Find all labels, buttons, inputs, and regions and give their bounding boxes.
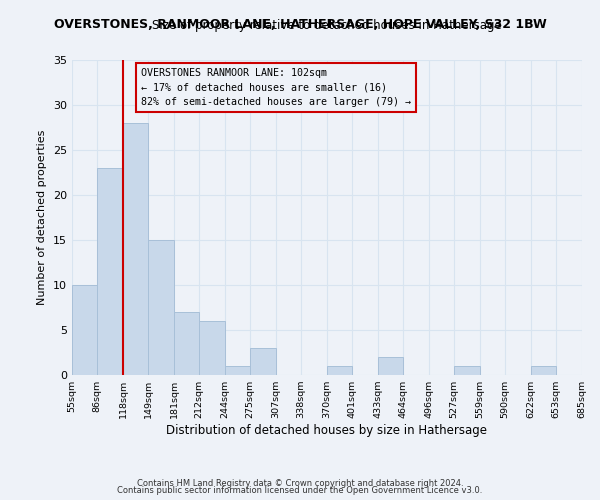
Text: OVERSTONES RANMOOR LANE: 102sqm
← 17% of detached houses are smaller (16)
82% of: OVERSTONES RANMOOR LANE: 102sqm ← 17% of… [141,68,411,108]
Bar [250,348,276,375]
Title: Size of property relative to detached houses in Hathersage: Size of property relative to detached ho… [152,20,502,32]
Bar [97,168,123,375]
Bar [174,312,199,375]
X-axis label: Distribution of detached houses by size in Hathersage: Distribution of detached houses by size … [167,424,487,437]
Bar [378,357,403,375]
Bar [327,366,352,375]
Bar [454,366,480,375]
Bar [225,366,250,375]
Bar [148,240,174,375]
Text: Contains public sector information licensed under the Open Government Licence v3: Contains public sector information licen… [118,486,482,495]
Text: Contains HM Land Registry data © Crown copyright and database right 2024.: Contains HM Land Registry data © Crown c… [137,478,463,488]
Bar [72,285,97,375]
Bar [123,123,148,375]
Bar [199,321,225,375]
Y-axis label: Number of detached properties: Number of detached properties [37,130,47,305]
Bar [531,366,556,375]
Text: OVERSTONES, RANMOOR LANE, HATHERSAGE, HOPE VALLEY, S32 1BW: OVERSTONES, RANMOOR LANE, HATHERSAGE, HO… [53,18,547,30]
